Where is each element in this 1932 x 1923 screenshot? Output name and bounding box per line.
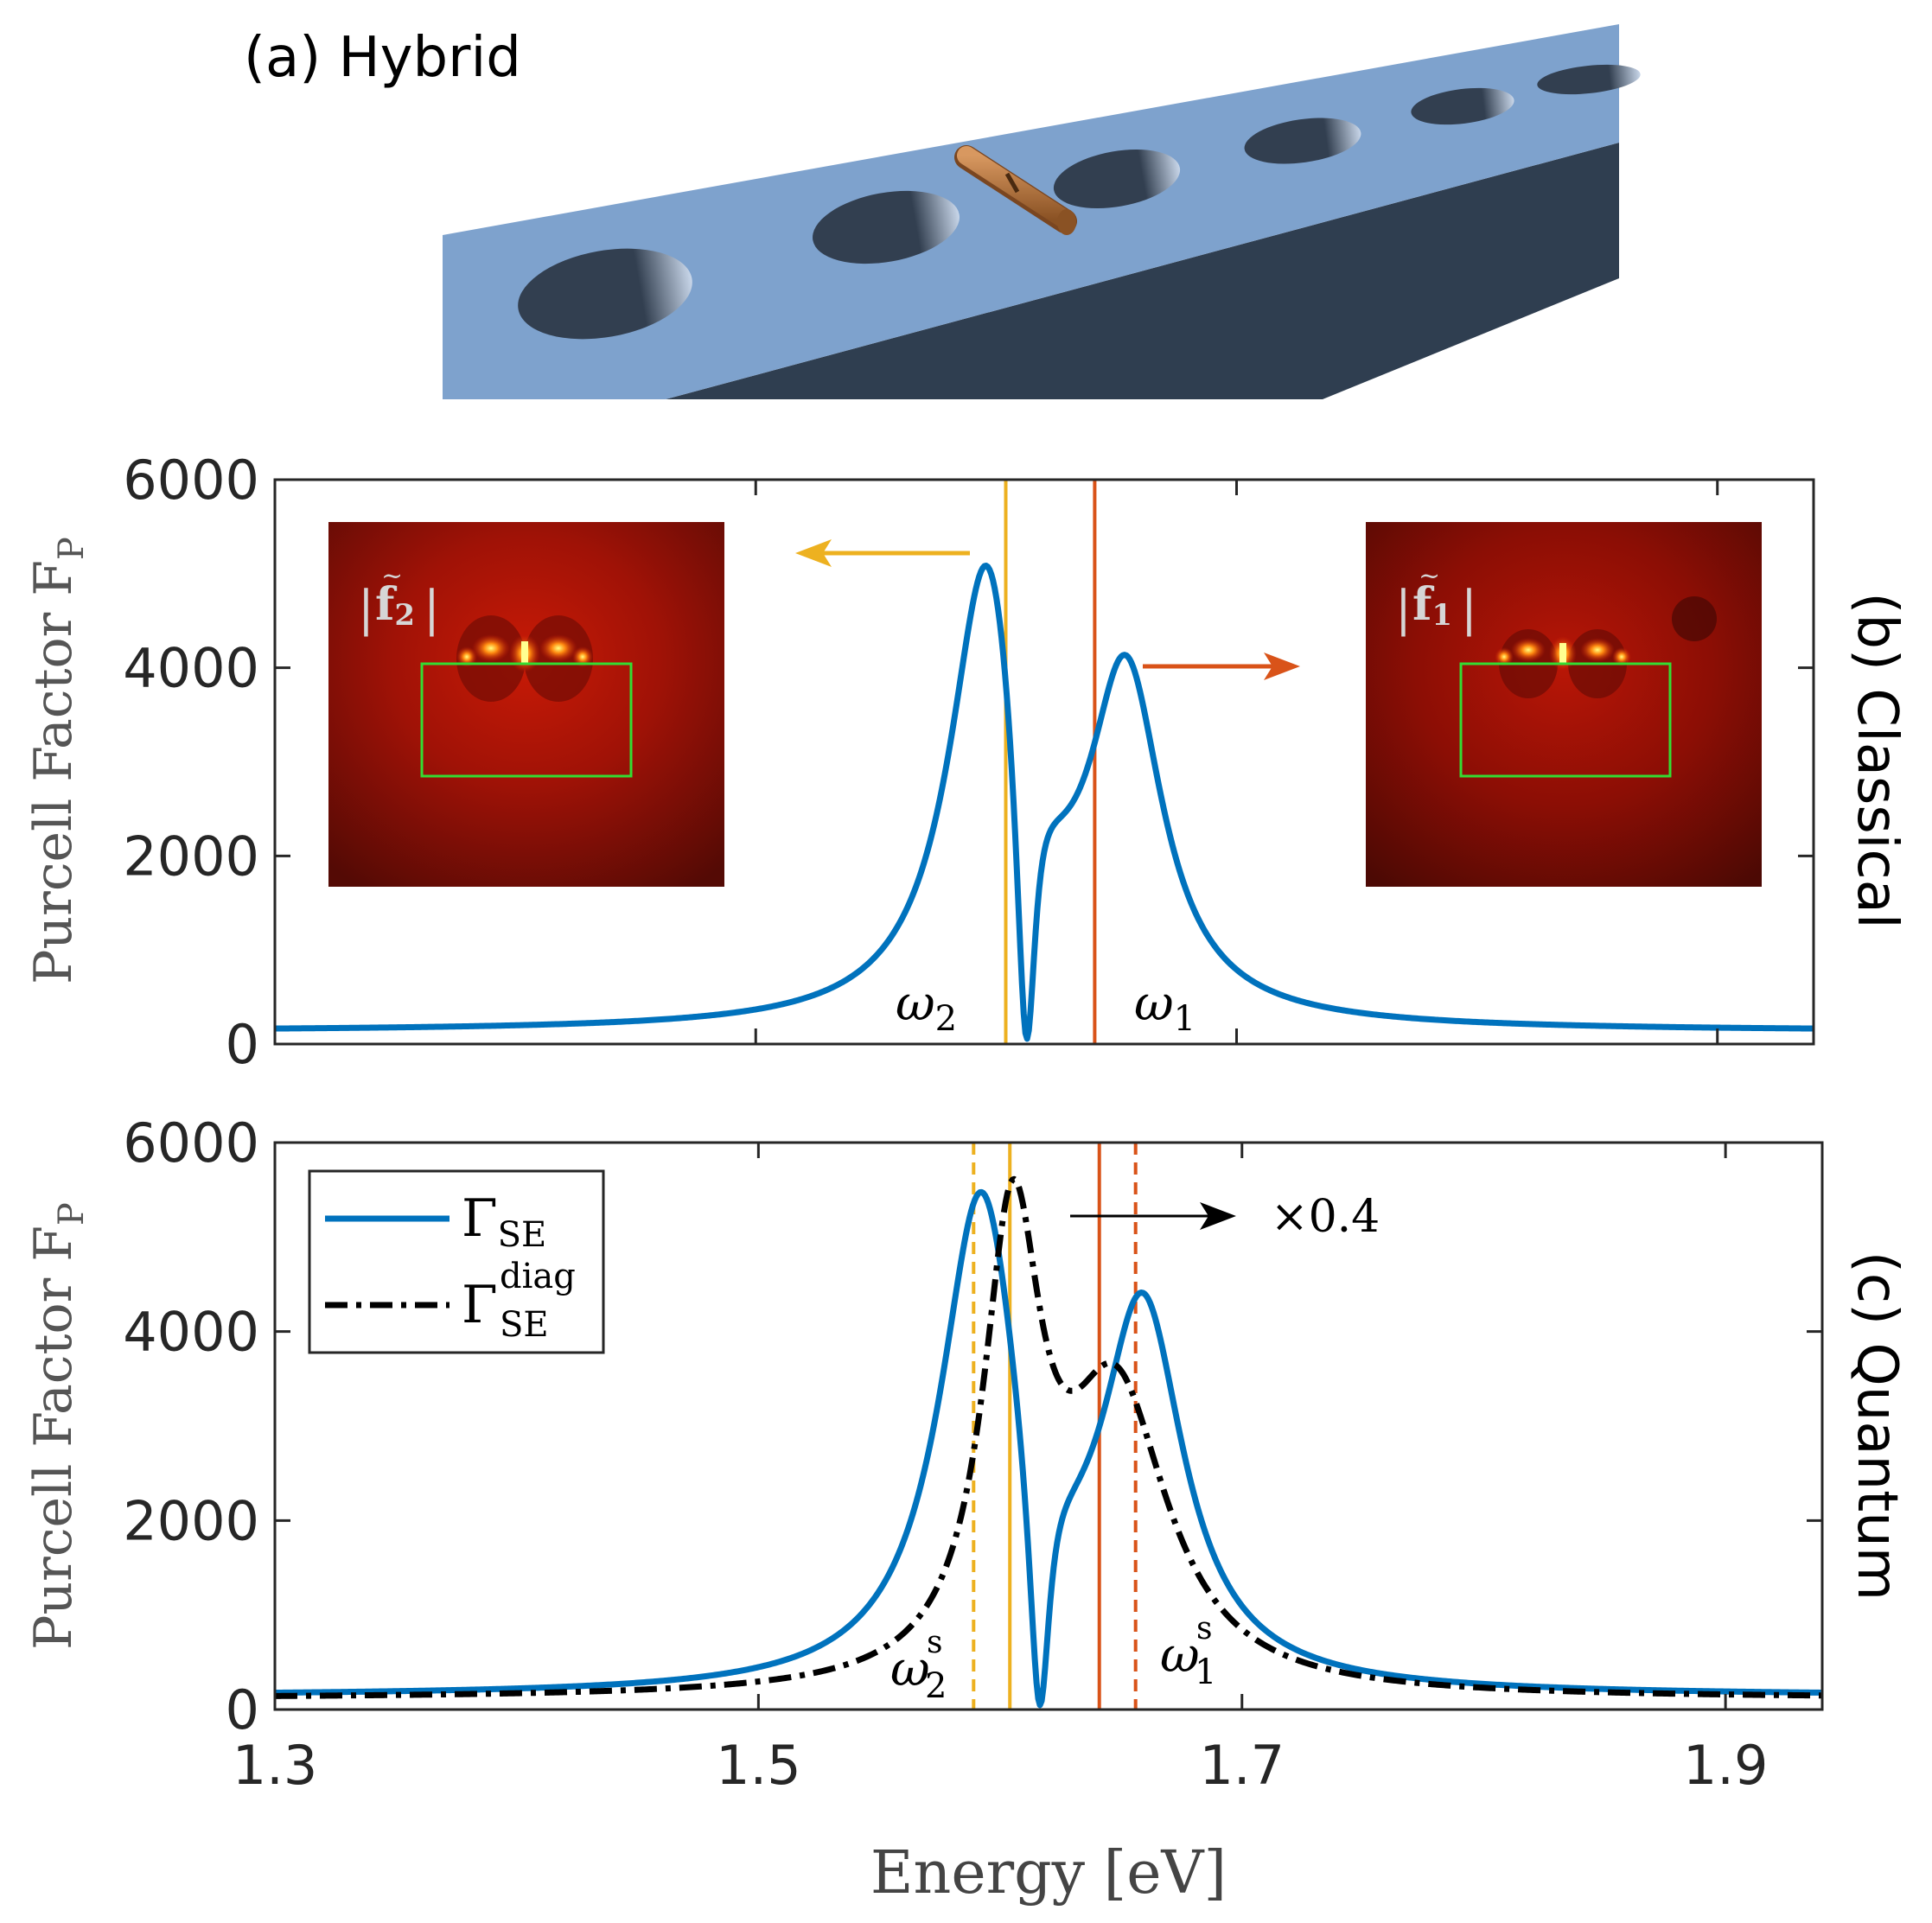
quantum-series-1 (273, 1175, 1824, 1699)
inset-right-box (1459, 662, 1672, 778)
svg-text:~: ~ (381, 561, 403, 591)
legend-entry-se: ΓSE (462, 1188, 546, 1255)
panel-b-label: (b) Classical (1845, 592, 1909, 928)
inset-right-field-map: | | ~ f1 (1366, 522, 1762, 887)
panel-a-label: (a) Hybrid (244, 26, 521, 90)
quantum-xtick-label-1: 1.5 (716, 1734, 801, 1797)
svg-text:|: | (1395, 581, 1412, 637)
classical-ytick-label-3: 6000 (123, 449, 259, 512)
hole-1 (518, 248, 692, 340)
hole-5 (1411, 87, 1514, 125)
panel-b-axes-box (273, 478, 1815, 1046)
metal-dimer-rod (954, 145, 1077, 235)
arrow-left-orange (795, 539, 970, 567)
panel-c-axes-box (273, 1141, 1824, 1711)
classical-ytick-label-0: 0 (226, 1013, 259, 1076)
inset-left-box (420, 662, 633, 778)
legend: ΓSE ΓSEdiag (308, 1169, 605, 1354)
quantum-xtick-label-2: 1.7 (1199, 1734, 1285, 1797)
panel-c: 0 2000 4000 6000 1.3 1.5 1.7 1.9 Purcell Factor… (23, 1111, 1909, 1907)
hole-6 (1537, 64, 1641, 95)
quantum-ytick-label-2: 4000 (123, 1301, 259, 1364)
omega2-label: ω2 (896, 976, 957, 1039)
arrow-right-red (1143, 653, 1300, 680)
panel-c-label: (c) Quantum (1845, 1251, 1909, 1601)
scale-arrow (1070, 1202, 1236, 1230)
hole-2 (813, 190, 960, 264)
inset-left-label: f2 (375, 578, 415, 633)
quantum-ytick-label-1: 2000 (123, 1489, 259, 1552)
omega1-label: ω1 (1134, 976, 1196, 1039)
hole-4 (1244, 118, 1361, 164)
svg-text:~: ~ (1419, 561, 1440, 591)
quantum-ytick-label-3: 6000 (123, 1111, 259, 1175)
quantum-xtick-label-3: 1.9 (1683, 1734, 1769, 1797)
panel-b: 0 2000 4000 6000 Purcell Factor FP (b) Clas… (23, 449, 1909, 1076)
classical-ytick-label-1: 2000 (123, 825, 259, 888)
panel-c-ylabel: Purcell Factor FP (23, 1202, 92, 1650)
svg-text:|: | (358, 581, 374, 637)
inset-right-label: f1 (1412, 578, 1452, 633)
quantum-series-0 (273, 1188, 1824, 1709)
hole-3 (1053, 149, 1181, 209)
scale-label: ×0.4 (1271, 1191, 1380, 1243)
svg-text:|: | (424, 581, 440, 637)
legend-entry-diag: ΓSEdiag (462, 1257, 576, 1345)
quantum-xtick-label-0: 1.3 (233, 1734, 318, 1797)
inset-left-field-map: | | ~ f2 (328, 522, 724, 887)
panel-b-ylabel: Purcell Factor FP (23, 537, 92, 984)
quantum-ytick-label-0: 0 (226, 1678, 259, 1742)
classical-ytick-label-2: 4000 (123, 637, 259, 700)
svg-text:|: | (1461, 581, 1477, 637)
panel-a: (a) Hybrid (244, 24, 1641, 399)
omega1s-label: ω1s (1160, 1611, 1216, 1692)
panel-c-xlabel: Energy [eV] (870, 1839, 1227, 1907)
omega2s-label: ω2s (890, 1625, 947, 1706)
classical-series-0 (273, 563, 1815, 1042)
